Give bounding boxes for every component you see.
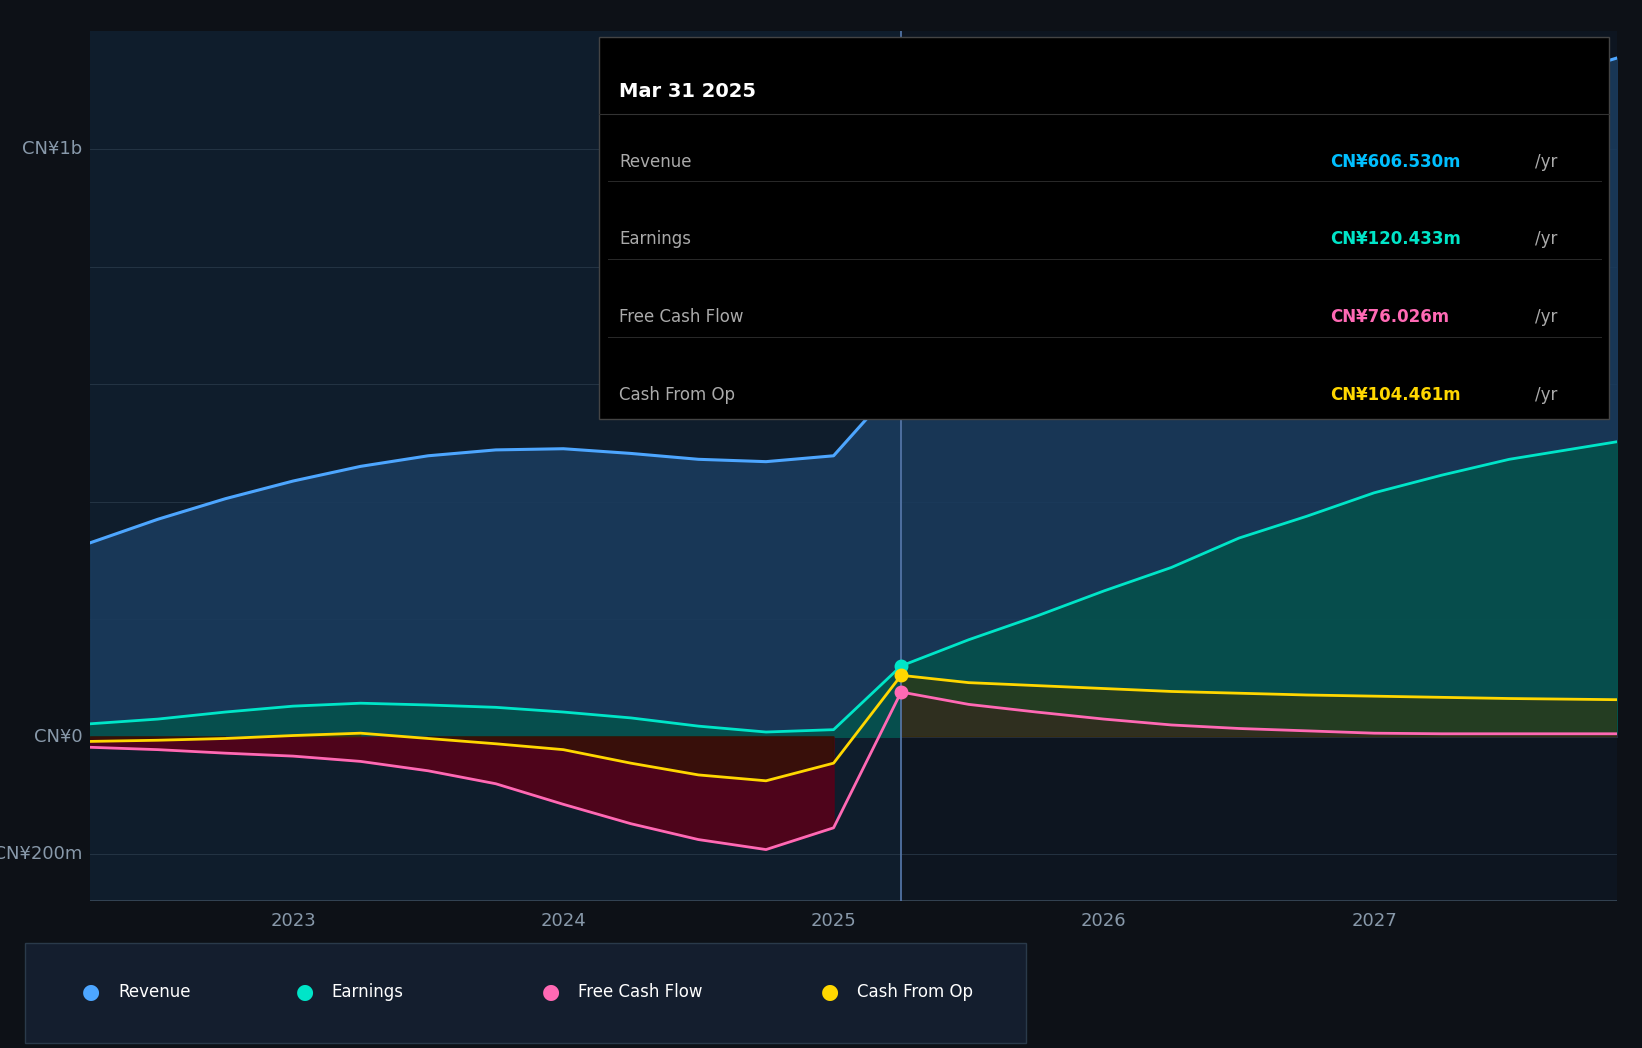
Text: CN¥120.433m: CN¥120.433m — [1330, 231, 1461, 248]
Text: CN¥606.530m: CN¥606.530m — [1330, 153, 1460, 171]
Text: /yr: /yr — [1535, 308, 1558, 326]
Text: ●: ● — [542, 982, 560, 1003]
Text: /yr: /yr — [1535, 231, 1558, 248]
Text: Free Cash Flow: Free Cash Flow — [619, 308, 744, 326]
Text: Analysts Forecasts: Analysts Forecasts — [916, 177, 1084, 196]
Text: Cash From Op: Cash From Op — [857, 983, 974, 1002]
Text: -CN¥200m: -CN¥200m — [0, 846, 82, 864]
Text: Mar 31 2025: Mar 31 2025 — [619, 82, 755, 101]
Text: ●: ● — [821, 982, 839, 1003]
Text: Past: Past — [855, 177, 893, 196]
Text: Revenue: Revenue — [619, 153, 691, 171]
Text: CN¥104.461m: CN¥104.461m — [1330, 386, 1461, 405]
Text: Revenue: Revenue — [118, 983, 190, 1002]
Text: CN¥1b: CN¥1b — [23, 140, 82, 158]
Text: Earnings: Earnings — [332, 983, 404, 1002]
Text: Free Cash Flow: Free Cash Flow — [578, 983, 703, 1002]
Text: /yr: /yr — [1535, 386, 1558, 405]
Text: CN¥0: CN¥0 — [34, 727, 82, 746]
Text: CN¥76.026m: CN¥76.026m — [1330, 308, 1450, 326]
Text: Earnings: Earnings — [619, 231, 691, 248]
Bar — [90, 31, 901, 901]
Text: Cash From Op: Cash From Op — [619, 386, 736, 405]
Text: ●: ● — [82, 982, 100, 1003]
Text: ●: ● — [296, 982, 314, 1003]
Text: /yr: /yr — [1535, 153, 1558, 171]
